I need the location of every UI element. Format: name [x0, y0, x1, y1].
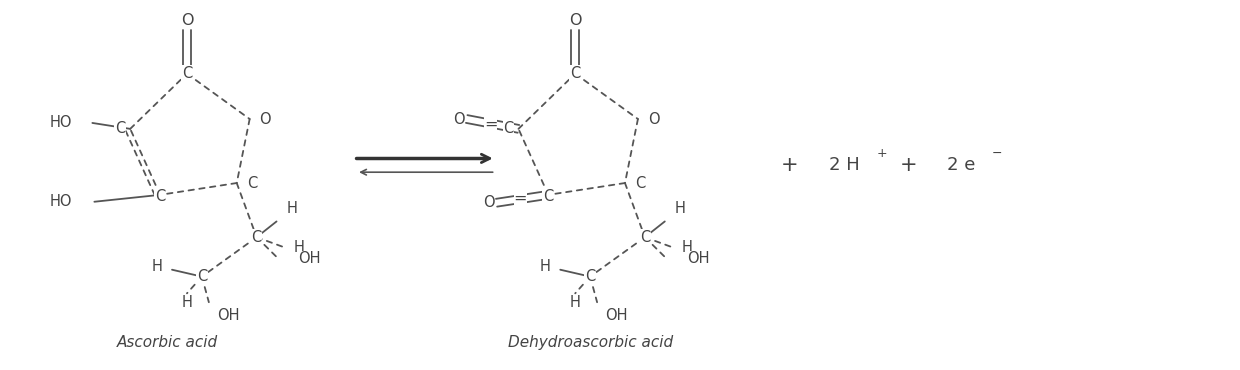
Text: H: H: [569, 295, 580, 310]
Text: H: H: [181, 295, 192, 310]
Text: C: C: [182, 66, 192, 81]
Text: C: C: [247, 175, 257, 191]
Text: C: C: [115, 121, 125, 137]
Text: =: =: [484, 117, 497, 131]
Text: H: H: [294, 239, 304, 255]
Text: H: H: [539, 259, 551, 274]
Text: H: H: [682, 239, 693, 255]
Text: +: +: [780, 155, 799, 175]
Text: 2 e: 2 e: [946, 156, 975, 174]
Text: =: =: [513, 191, 527, 206]
Text: 2 H: 2 H: [830, 156, 859, 174]
Text: O: O: [569, 13, 582, 28]
Text: O: O: [181, 13, 193, 28]
Text: +: +: [877, 147, 888, 160]
Text: O: O: [482, 195, 495, 210]
Text: C: C: [570, 66, 580, 81]
Text: O: O: [453, 111, 465, 127]
Text: HO: HO: [50, 194, 72, 209]
Text: H: H: [151, 259, 162, 274]
Text: Dehydroascorbic acid: Dehydroascorbic acid: [507, 335, 672, 350]
Text: C: C: [640, 230, 650, 245]
Text: C: C: [503, 121, 513, 137]
Text: C: C: [252, 230, 262, 245]
Text: O: O: [647, 111, 660, 127]
Text: C: C: [155, 189, 165, 204]
Text: C: C: [585, 269, 595, 284]
Text: OH: OH: [299, 251, 321, 266]
Text: −: −: [991, 147, 1002, 160]
Text: C: C: [543, 189, 553, 204]
Text: HO: HO: [50, 115, 72, 131]
Text: OH: OH: [605, 308, 627, 323]
Text: OH: OH: [217, 308, 239, 323]
Text: C: C: [197, 269, 207, 284]
Text: C: C: [635, 175, 645, 191]
Text: +: +: [900, 155, 918, 175]
Text: H: H: [675, 201, 686, 216]
Text: H: H: [286, 201, 298, 216]
Text: Ascorbic acid: Ascorbic acid: [117, 335, 217, 350]
Text: O: O: [259, 111, 272, 127]
Text: OH: OH: [687, 251, 709, 266]
